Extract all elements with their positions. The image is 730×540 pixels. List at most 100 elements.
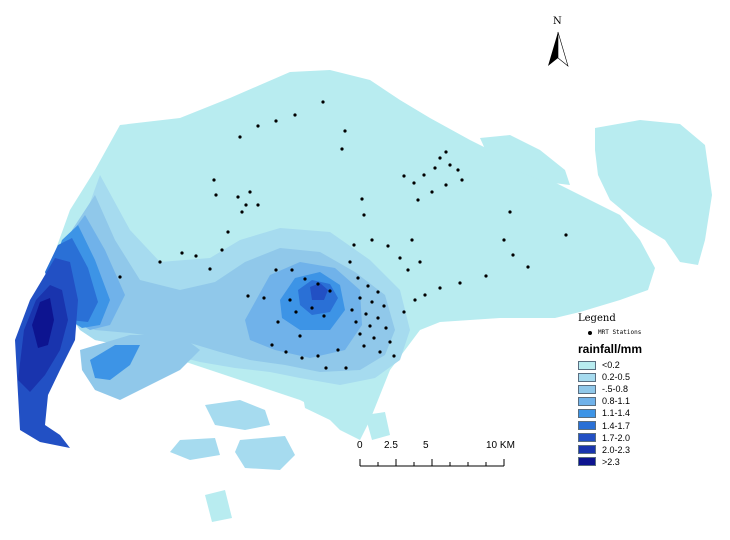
mrt-station-point — [388, 340, 392, 344]
island-south-3 — [235, 436, 295, 470]
mrt-station-point — [392, 354, 396, 358]
mrt-station-point — [300, 356, 304, 360]
mrt-station-point — [398, 256, 402, 260]
mrt-station-point — [316, 282, 320, 286]
island-south-4 — [170, 438, 220, 460]
mrt-station-point — [448, 163, 452, 167]
scale-bar: 0 2.5 5 10 KM — [355, 440, 525, 480]
legend-class-row: 1.4-1.7 — [578, 419, 718, 431]
mrt-station-point — [322, 314, 326, 318]
mrt-station-point — [274, 268, 278, 272]
scale-label-5: 5 — [423, 440, 429, 451]
mrt-station-point — [360, 197, 364, 201]
mrt-station-point — [352, 243, 356, 247]
legend-class-row: >2.3 — [578, 456, 718, 468]
mrt-station-point — [430, 190, 434, 194]
legend-swatch — [578, 445, 596, 455]
mrt-station-point — [194, 254, 198, 258]
legend-class-row: 2.0-2.3 — [578, 444, 718, 456]
band-1.7-2.0 — [15, 258, 328, 448]
mrt-station-point — [294, 310, 298, 314]
mrt-station-point — [362, 344, 366, 348]
island-south-2 — [205, 400, 270, 430]
mrt-station-point — [364, 312, 368, 316]
legend-symbol-row: MRT Stations — [578, 329, 718, 336]
legend-class-row: <0.2 — [578, 359, 718, 371]
island-northeast — [480, 135, 570, 185]
mrt-station-point — [293, 113, 297, 117]
mrt-station-point — [303, 277, 307, 281]
legend-symbol-label: MRT Stations — [598, 329, 642, 336]
mrt-station-point — [240, 210, 244, 214]
mrt-station-point — [274, 119, 278, 123]
mrt-station-point — [298, 334, 302, 338]
mrt-station-point — [356, 276, 360, 280]
scale-label-0: 0 — [357, 440, 363, 451]
mrt-station-point — [336, 348, 340, 352]
mrt-station-point — [262, 296, 266, 300]
legend-swatch — [578, 408, 596, 418]
mrt-station-point — [358, 296, 362, 300]
legend-title: Legend — [578, 313, 616, 324]
legend-swatch — [578, 360, 596, 370]
legend-swatch — [578, 384, 596, 394]
legend-class-label: 0.8-1.1 — [602, 396, 631, 407]
legend-class-label: >2.3 — [602, 456, 620, 467]
mrt-station-point — [328, 289, 332, 293]
mrt-station-symbol — [588, 330, 592, 335]
mrt-station-point — [372, 336, 376, 340]
mrt-station-point — [508, 210, 512, 214]
legend-heading: rainfall/mm — [578, 342, 643, 356]
mrt-station-point — [368, 324, 372, 328]
legend-swatch — [578, 457, 596, 467]
mrt-station-point — [423, 293, 427, 297]
mrt-station-point — [370, 238, 374, 242]
scale-bar-ticks — [359, 459, 505, 467]
legend-class-row: 0.8-1.1 — [578, 395, 718, 407]
mrt-station-point — [418, 260, 422, 264]
mrt-station-point — [350, 308, 354, 312]
mrt-station-point — [502, 238, 506, 242]
band-1.1-1.4 — [50, 225, 345, 380]
legend-swatch — [578, 372, 596, 382]
mrt-station-point — [340, 147, 344, 151]
north-label: N — [553, 16, 562, 27]
legend: Legend MRT Stations rainfall/mm <0.2 0.2… — [578, 313, 718, 468]
legend-class-row: 1.7-2.0 — [578, 432, 718, 444]
mrt-station-point — [511, 253, 515, 257]
mrt-station-point — [358, 332, 362, 336]
mrt-station-point — [438, 286, 442, 290]
mrt-station-point — [354, 320, 358, 324]
mrt-station-point — [270, 343, 274, 347]
mrt-station-point — [256, 203, 260, 207]
band-0.8-1.1 — [55, 215, 362, 358]
mrt-station-point — [438, 156, 442, 160]
mrt-station-point — [226, 230, 230, 234]
north-arrow-icon — [548, 31, 569, 67]
mrt-station-point — [484, 274, 488, 278]
mrt-station-point — [526, 265, 530, 269]
legend-class-row: 0.2-0.5 — [578, 371, 718, 383]
mrt-station-point — [246, 294, 250, 298]
mrt-station-point — [362, 213, 366, 217]
mrt-station-point — [412, 181, 416, 185]
mrt-station-point — [248, 190, 252, 194]
legend-swatch — [578, 396, 596, 406]
mrt-station-point — [422, 173, 426, 177]
mrt-station-point — [344, 366, 348, 370]
mrt-station-point — [276, 320, 280, 324]
legend-class-label: -.5-0.8 — [602, 384, 629, 395]
legend-class-label: <0.2 — [602, 360, 620, 371]
mrt-station-point — [433, 166, 437, 170]
scale-label-2-5: 2.5 — [384, 440, 398, 451]
mrt-station-point — [564, 233, 568, 237]
mrt-station-point — [220, 248, 224, 252]
mrt-station-point — [370, 300, 374, 304]
mrt-station-point — [321, 100, 325, 104]
mrt-station-point — [288, 298, 292, 302]
mrt-station-point — [214, 193, 218, 197]
mrt-station-point — [416, 198, 420, 202]
legend-class-row: -.5-0.8 — [578, 383, 718, 395]
island-south-6 — [365, 412, 390, 440]
